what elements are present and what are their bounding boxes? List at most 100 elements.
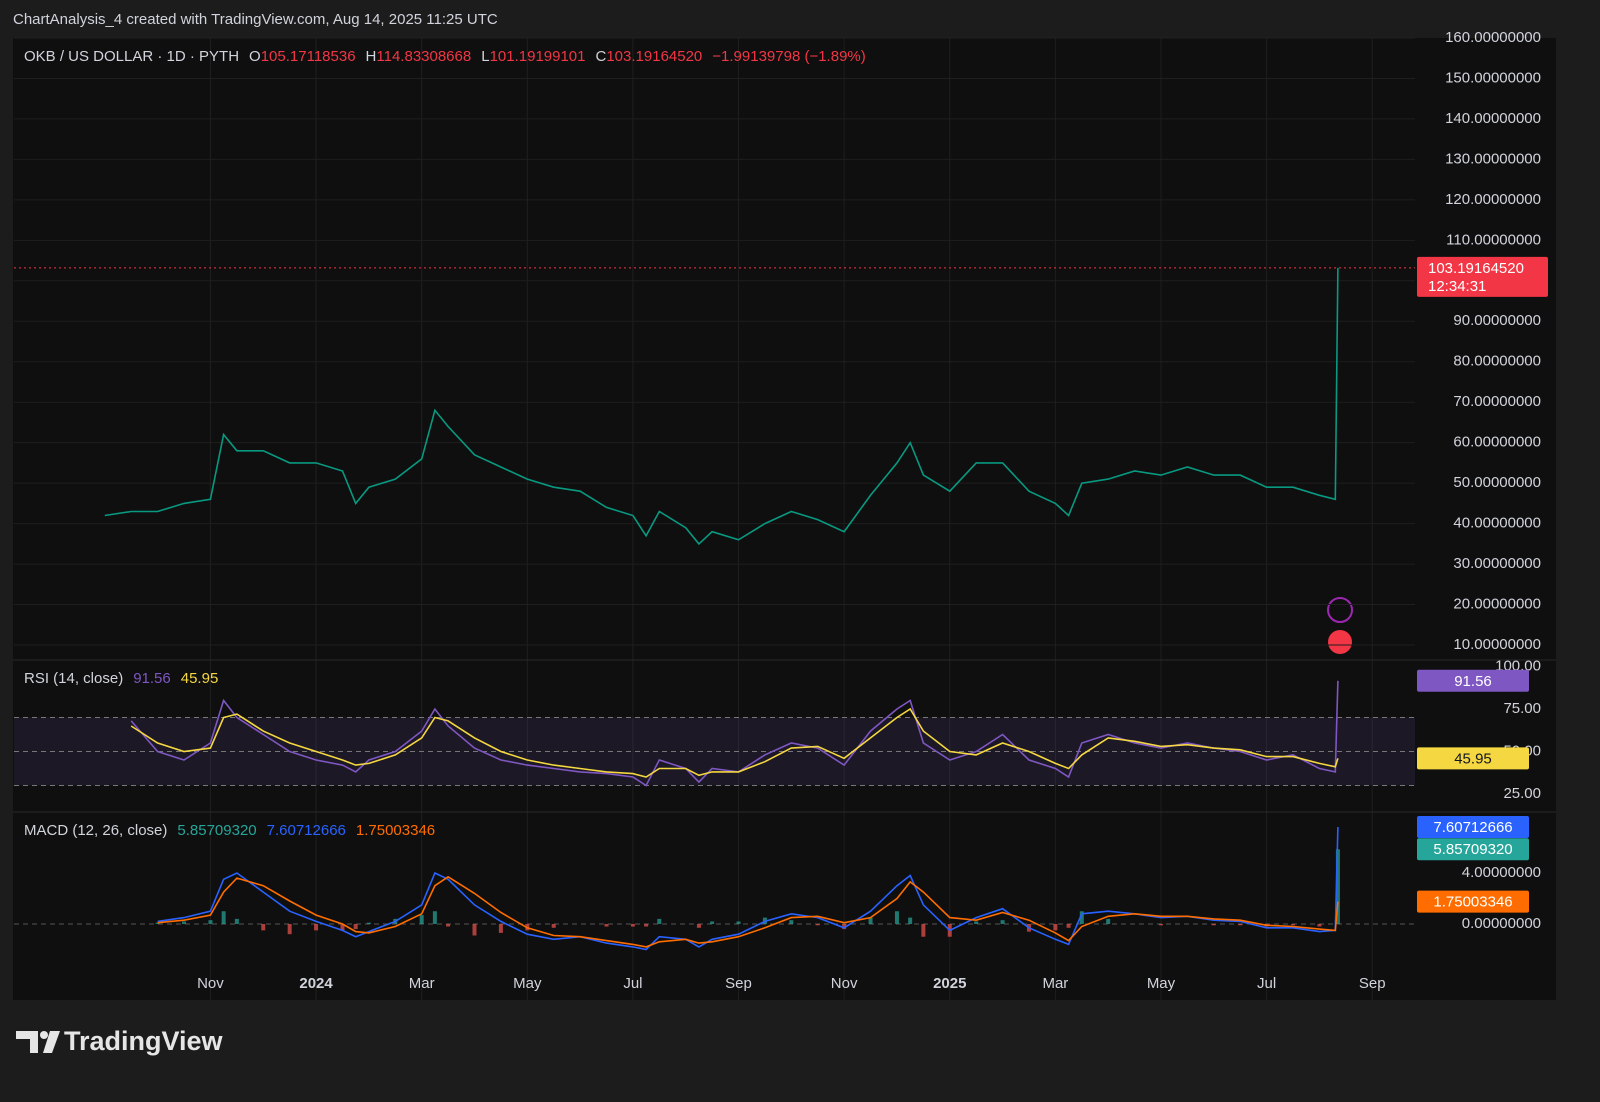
histogram-bar [498, 923, 503, 933]
histogram-bar [696, 923, 701, 928]
y-tick-label: 160.00000000 [1445, 29, 1541, 46]
x-tick-label: 2024 [299, 975, 333, 992]
legend-value: 45.95 [181, 670, 219, 687]
histogram-bar [432, 911, 437, 924]
histogram-bar [1053, 923, 1058, 931]
event-icon [1328, 630, 1352, 654]
histogram-bar [974, 921, 979, 924]
value-tag-label: 5.85709320 [1433, 841, 1512, 858]
histogram-bar [1158, 923, 1163, 926]
x-tick-label: 2025 [933, 975, 966, 992]
legend: OKB / US DOLLAR · 1D · PYTH O105.17118536… [24, 48, 866, 65]
y-tick-label: 10.00000000 [1453, 636, 1541, 653]
histogram-bar [815, 923, 820, 926]
y-tick-label: 4.00000000 [1462, 864, 1541, 881]
brand: TradingView [64, 1026, 224, 1056]
x-tick-label: Sep [725, 975, 752, 992]
histogram-bar [221, 911, 226, 924]
logo-dot [40, 1031, 48, 1039]
chart-area [13, 38, 1556, 1000]
histogram-bar [366, 922, 371, 924]
x-tick-label: May [513, 975, 542, 992]
legend-value: 91.56 [133, 670, 171, 687]
histogram-bar [472, 923, 477, 936]
ohlc-value: 101.19199101 [490, 48, 586, 65]
histogram-bar [1211, 923, 1216, 926]
legend-title: MACD (12, 26, close) [24, 822, 167, 839]
y-tick-label: 50.00000000 [1453, 474, 1541, 491]
legend-value: 7.60712666 [267, 822, 346, 839]
histogram-bar [842, 923, 847, 930]
ohlc-key: C [596, 48, 607, 65]
histogram-bar [1317, 923, 1322, 927]
y-tick-label: 20.00000000 [1453, 596, 1541, 613]
rsi-band [14, 717, 1415, 786]
histogram-bar [1291, 923, 1296, 926]
x-tick-label: Sep [1359, 975, 1386, 992]
value-tag-label: 45.95 [1454, 750, 1492, 767]
histogram-bar [208, 920, 213, 924]
histogram-bar [446, 923, 451, 927]
series-line [130, 707, 1339, 778]
caption: ChartAnalysis_4 created with TradingView… [13, 11, 498, 28]
histogram-bar [921, 923, 926, 937]
histogram-bar [287, 923, 292, 935]
histogram-bar [1238, 923, 1243, 926]
countdown: 12:34:31 [1428, 278, 1486, 295]
y-tick-label: 25.00 [1503, 785, 1541, 802]
y-tick-label: 150.00000000 [1445, 69, 1541, 86]
histogram-bar [789, 920, 794, 924]
x-tick-label: Mar [409, 975, 435, 992]
y-tick-label: 70.00000000 [1453, 393, 1541, 410]
histogram-bar [551, 923, 556, 928]
legend-title: OKB / US DOLLAR · 1D · PYTH [24, 48, 239, 65]
histogram-bar [644, 923, 649, 927]
ohlc-value: 103.19164520 [606, 48, 702, 65]
value-tag-label: 7.60712666 [1433, 819, 1512, 836]
series-line [157, 875, 1339, 948]
ohlc-key: H [366, 48, 377, 65]
histogram-bar [630, 923, 635, 927]
histogram-bar [868, 917, 873, 924]
histogram-bar [234, 918, 239, 924]
price-tag [1417, 256, 1548, 297]
histogram-bar [353, 923, 358, 930]
histogram-bar [894, 911, 899, 924]
y-tick-label: 120.00000000 [1445, 191, 1541, 208]
y-tick-label: 30.00000000 [1453, 555, 1541, 572]
series-line [130, 680, 1339, 787]
change: −1.99139798 (−1.89%) [712, 48, 865, 65]
legend-title: RSI (14, close) [24, 670, 123, 687]
histogram-bar [736, 921, 741, 924]
histogram-bar [1066, 923, 1071, 928]
histogram-bar [1000, 920, 1005, 924]
histogram-bar [1079, 911, 1084, 924]
histogram-bar [155, 922, 160, 924]
icons [1327, 597, 1353, 654]
ohlc-value: 105.17118536 [261, 48, 356, 65]
logo: TradingView [16, 1026, 224, 1056]
y-tick-label: 140.00000000 [1445, 110, 1541, 127]
legend: MACD (12, 26, close) 5.85709320 7.60712666… [24, 822, 435, 839]
logo-mark [16, 1031, 38, 1053]
x-tick-label: Nov [831, 975, 858, 992]
x-tick-label: Mar [1042, 975, 1068, 992]
y-tick-label: 0.00000000 [1462, 915, 1541, 932]
event-icon [1327, 597, 1353, 623]
y-tick-label: 90.00000000 [1453, 312, 1541, 329]
histogram-bar [340, 923, 345, 931]
value-tag [1417, 747, 1529, 770]
value-tag-label: 91.56 [1454, 673, 1492, 690]
x-tick-label: Jul [623, 975, 642, 992]
histogram-bar [1335, 849, 1340, 924]
ohlc-value: 114.83308668 [376, 48, 471, 65]
value-tag [1417, 669, 1529, 692]
legend-value: 1.75003346 [356, 822, 435, 839]
histogram-bar [261, 923, 266, 931]
value-tag [1417, 838, 1529, 861]
ohlc-key: L [481, 48, 489, 65]
x-tick-label: Nov [197, 975, 224, 992]
price-tag-label: 103.19164520 [1428, 260, 1524, 277]
y-tick-label: 40.00000000 [1453, 515, 1541, 532]
